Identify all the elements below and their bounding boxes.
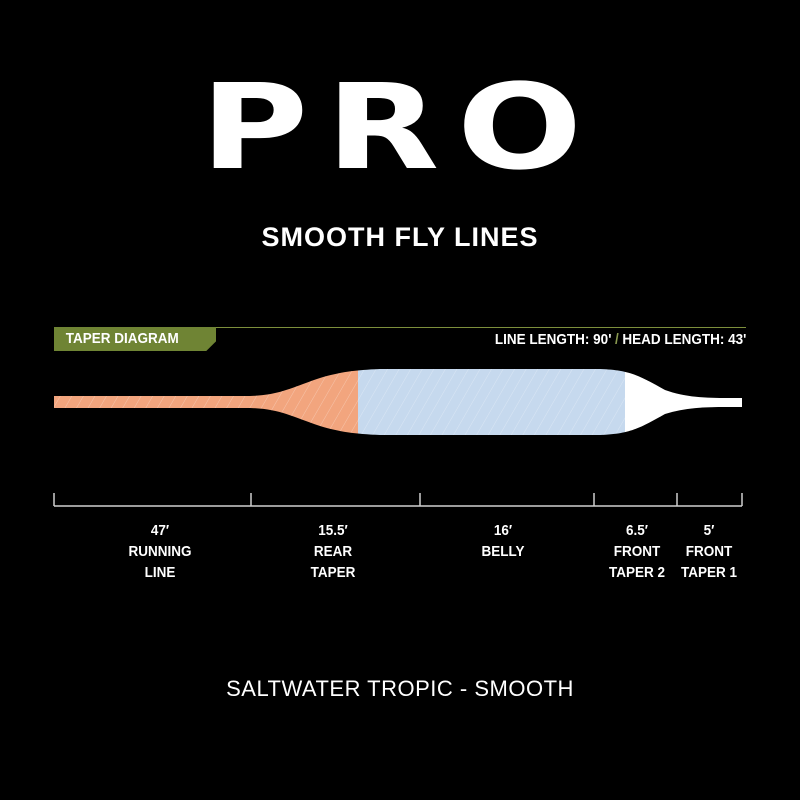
segment-label: LINE: [144, 564, 176, 581]
segment-label: RUNNING: [128, 543, 192, 560]
segment-length: 6.5′: [625, 522, 649, 539]
subtitle: SMOOTH FLY LINES: [261, 222, 539, 252]
segment-label: TAPER: [310, 564, 356, 581]
segment-length: 16′: [493, 522, 513, 539]
separator: /: [614, 331, 619, 348]
segment-label: FRONT: [685, 543, 733, 560]
segment-label: TAPER 2: [608, 564, 666, 581]
segment-label: FRONT: [613, 543, 661, 560]
segment-label: TAPER 1: [680, 564, 738, 581]
segment-ruler: [53, 493, 743, 507]
segment-label: BELLY: [481, 543, 525, 560]
segment-length: 47′: [150, 522, 170, 539]
badge-label: TAPER DIAGRAM: [65, 330, 179, 347]
line-length: LINE LENGTH: 90': [494, 331, 612, 348]
segment-length: 5′: [703, 522, 715, 539]
head-length: HEAD LENGTH: 43': [622, 331, 746, 348]
product-name: SALTWATER TROPIC - SMOOTH: [226, 676, 574, 701]
brand-logo: PRO: [200, 58, 600, 196]
length-summary: LINE LENGTH: 90' / HEAD LENGTH: 43': [495, 331, 746, 348]
segment-length: 15.5′: [318, 522, 348, 539]
segment-front-taper-1: 5′ FRONT TAPER 1: [681, 520, 737, 583]
segment-belly: 16′ BELLY: [481, 520, 524, 562]
header-rule: [54, 327, 746, 328]
segment-label: REAR: [313, 543, 353, 560]
segment-rear-taper: 15.5′ REAR TAPER: [311, 520, 356, 583]
hatch-texture: [54, 369, 742, 435]
segment-front-taper-2: 6.5′ FRONT TAPER 2: [609, 520, 665, 583]
segment-running-line: 47′ RUNNING LINE: [129, 520, 192, 583]
taper-diagram-badge: TAPER DIAGRAM: [54, 327, 216, 351]
